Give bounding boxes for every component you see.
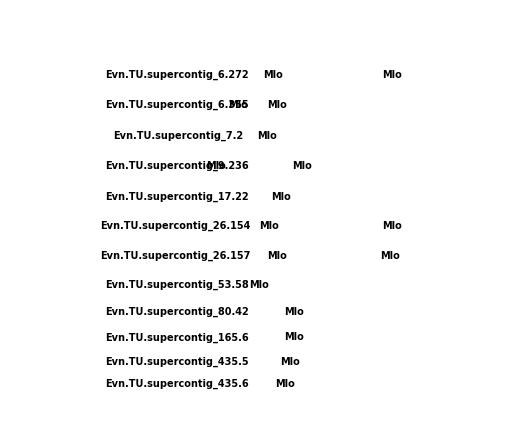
Text: Mlo: Mlo <box>276 379 295 389</box>
Text: Mlo: Mlo <box>229 100 248 110</box>
Text: Evn.TU.supercontig_435.6: Evn.TU.supercontig_435.6 <box>105 379 249 389</box>
Text: Evn.TU.supercontig_9.236: Evn.TU.supercontig_9.236 <box>105 161 249 172</box>
Text: Evn.TU.supercontig_80.42: Evn.TU.supercontig_80.42 <box>105 307 249 317</box>
Text: Evn.TU.supercontig_6.272: Evn.TU.supercontig_6.272 <box>105 70 249 80</box>
Text: Mlo: Mlo <box>267 100 287 110</box>
Text: Evn.TU.supercontig_17.22: Evn.TU.supercontig_17.22 <box>105 192 249 202</box>
Text: Mlo: Mlo <box>263 70 283 80</box>
Text: Evn.TU.supercontig_435.5: Evn.TU.supercontig_435.5 <box>105 357 249 367</box>
Text: Mlo: Mlo <box>257 131 277 141</box>
Text: Mlo: Mlo <box>292 161 312 171</box>
Text: Mlo: Mlo <box>271 192 291 202</box>
Text: Mlo: Mlo <box>284 332 304 342</box>
Text: Evn.TU.supercontig_165.6: Evn.TU.supercontig_165.6 <box>105 332 249 342</box>
Text: Mlo: Mlo <box>267 251 287 261</box>
Text: Evn.TU.supercontig_7.2: Evn.TU.supercontig_7.2 <box>113 131 243 141</box>
Text: Mlo: Mlo <box>382 70 402 80</box>
Text: Mlo: Mlo <box>249 280 269 290</box>
Text: Mlo: Mlo <box>382 221 402 231</box>
Text: Evn.TU.supercontig_53.58: Evn.TU.supercontig_53.58 <box>105 280 249 290</box>
Text: Evn.TU.supercontig_6.355: Evn.TU.supercontig_6.355 <box>105 100 249 110</box>
Text: Mlo: Mlo <box>284 307 304 317</box>
Text: Mlo: Mlo <box>380 251 400 261</box>
Text: Mlo: Mlo <box>206 161 226 171</box>
Text: Mlo: Mlo <box>259 221 279 231</box>
Text: Evn.TU.supercontig_26.154: Evn.TU.supercontig_26.154 <box>100 221 250 231</box>
Text: Evn.TU.supercontig_26.157: Evn.TU.supercontig_26.157 <box>100 251 250 261</box>
Text: Mlo: Mlo <box>280 357 299 367</box>
